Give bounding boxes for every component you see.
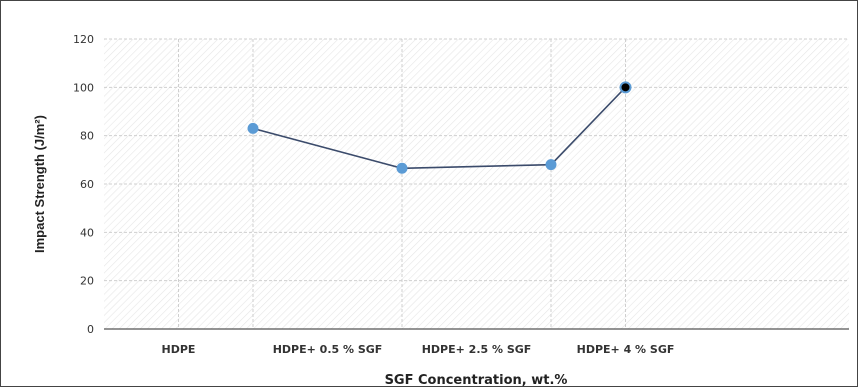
x-tick-label: HDPE+ 2.5 % SGF (422, 343, 532, 356)
y-tick-label: 20 (80, 275, 94, 288)
y-tick-label: 0 (87, 323, 94, 336)
y-tick-label: 80 (80, 130, 94, 143)
y-tick-label: 40 (80, 226, 94, 239)
y-axis-title: Impact Strength (J/m²) (32, 115, 47, 253)
series-impact-strength (247, 81, 632, 174)
x-tick-label: HDPE (162, 343, 196, 356)
y-tick-label: 100 (73, 81, 94, 94)
x-axis-title: SGF Concentration, wt.% (385, 373, 568, 386)
x-tick-labels: HDPE HDPE+ 0.5 % SGF HDPE+ 2.5 % SGF HDPE+ … (162, 343, 675, 356)
y-tick-label: 120 (73, 33, 94, 46)
x-tick-label: HDPE+ 4 % SGF (577, 343, 675, 356)
grid-lines (104, 38, 849, 329)
x-tick-label: HDPE+ 0.5 % SGF (273, 343, 383, 356)
data-point (396, 162, 408, 174)
data-point (545, 159, 557, 171)
data-point (619, 81, 632, 94)
series-line (252, 86, 627, 170)
data-point (247, 122, 259, 134)
y-tick-labels: 0 20 40 60 80 100 120 (73, 33, 94, 336)
y-tick-label: 60 (80, 178, 94, 191)
